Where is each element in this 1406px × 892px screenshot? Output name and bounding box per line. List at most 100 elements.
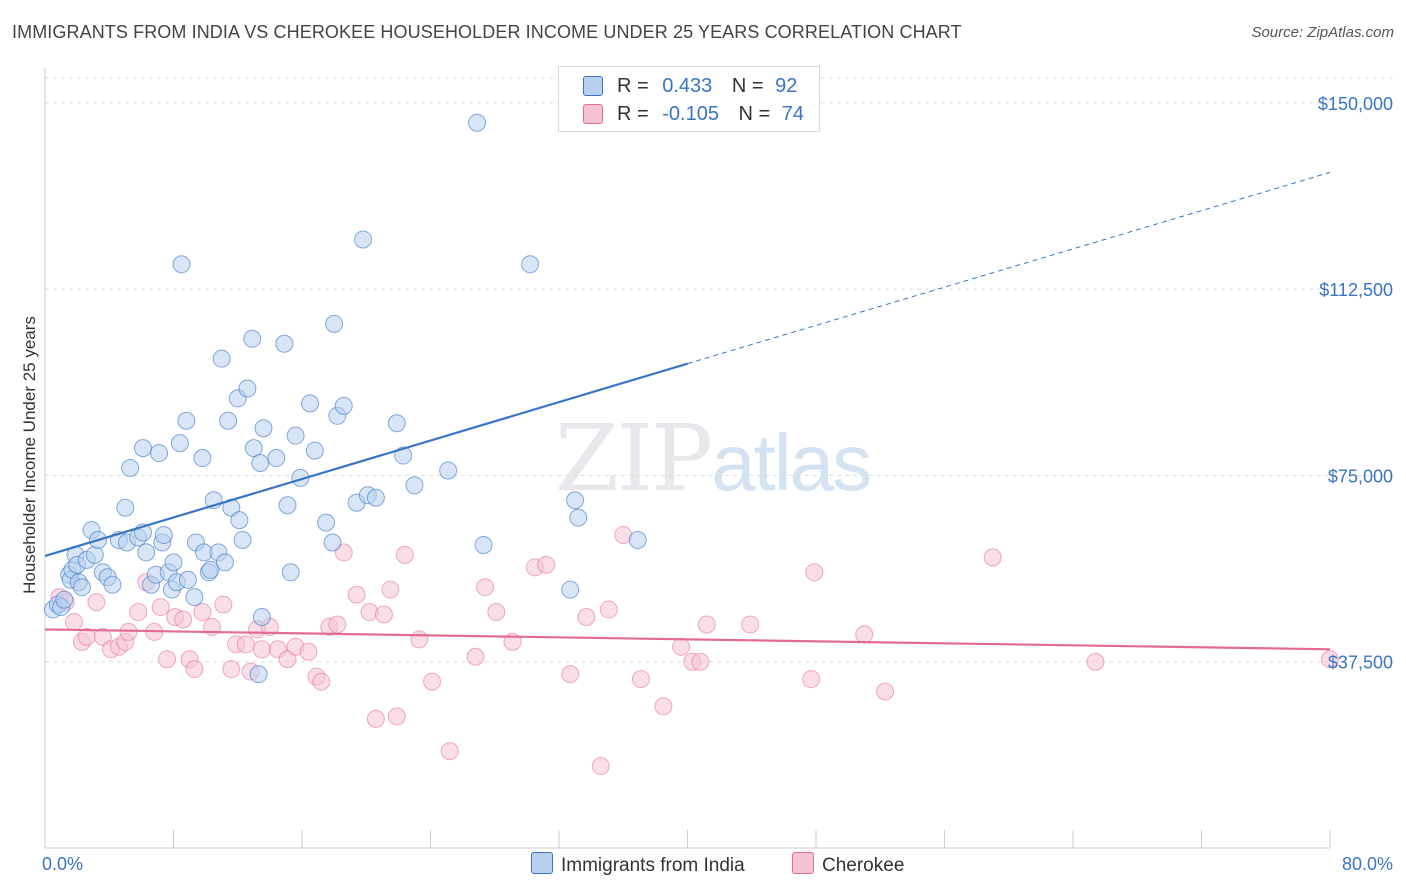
india-point — [85, 545, 104, 564]
source-label: Source: ZipAtlas.com — [1251, 24, 1394, 41]
cherokee-point — [561, 665, 580, 684]
x-tick-labels: 0.0% 80.0% — [42, 854, 1393, 874]
india-point — [133, 439, 152, 458]
cherokee-point — [440, 742, 459, 761]
cherokee-point — [691, 652, 710, 671]
india-point — [230, 511, 249, 530]
cherokee-points — [50, 526, 1339, 776]
india-point — [185, 588, 204, 607]
india-point — [254, 419, 273, 438]
bottom-legend-cherokee-label: Cherokee — [822, 855, 905, 876]
y-tick-labels: $37,500 $75,000 $112,500 $150,000 — [1318, 94, 1393, 673]
axes — [44, 68, 1331, 849]
legend-r-value: 0.433 — [662, 75, 713, 97]
cherokee-point — [158, 650, 177, 669]
india-point — [193, 449, 212, 468]
india-point — [103, 575, 122, 594]
india-point — [394, 446, 413, 465]
x-tick-label-end: 80.0% — [1342, 854, 1393, 874]
y-tick-label: $75,000 — [1328, 466, 1393, 486]
cherokee-point — [466, 647, 485, 666]
cherokee-point — [476, 578, 495, 597]
legend-swatch-cherokee — [583, 104, 603, 124]
india-trend-line — [44, 362, 688, 557]
cherokee-point — [252, 640, 271, 659]
cherokee-point — [193, 603, 212, 622]
india-point — [317, 513, 336, 532]
india-point — [325, 314, 344, 333]
y-tick-label: $112,500 — [1319, 280, 1393, 300]
india-point — [305, 441, 324, 460]
india-point — [170, 434, 189, 453]
cherokee-point — [855, 625, 874, 644]
india-point — [628, 531, 647, 549]
india-point — [521, 255, 540, 274]
cherokee-point — [387, 707, 406, 726]
y-tick-label: $150,000 — [1318, 94, 1393, 114]
legend-swatch-india — [583, 76, 603, 96]
india-point — [281, 563, 300, 582]
india-point — [233, 531, 252, 549]
india-point — [238, 379, 257, 398]
cherokee-point — [222, 660, 241, 679]
india-point — [334, 396, 353, 415]
india-point — [468, 113, 487, 132]
india-point — [474, 535, 493, 554]
cherokee-point — [214, 595, 233, 614]
legend-r-label: R = — [617, 103, 649, 125]
cherokee-point — [410, 630, 429, 649]
cherokee-point — [312, 672, 331, 691]
india-point — [212, 349, 231, 368]
india-point — [387, 414, 406, 433]
bottom-swatch-india — [531, 852, 553, 874]
cherokee-point — [577, 608, 596, 626]
india-point — [405, 476, 424, 495]
y-tick-label: $37,500 — [1328, 653, 1393, 673]
india-point — [251, 454, 270, 472]
cherokee-point — [487, 603, 506, 622]
cherokee-point — [299, 642, 318, 661]
india-point — [150, 444, 169, 463]
cherokee-point — [697, 615, 716, 634]
legend-n-value: 92 — [775, 75, 798, 97]
cherokee-point — [983, 548, 1002, 567]
correlation-legend: R = 0.433 N = 92 R = -0.105 N = 74 — [558, 66, 820, 132]
india-point — [301, 394, 320, 413]
cherokee-point — [423, 672, 442, 691]
india-point — [286, 426, 305, 445]
india-point — [215, 553, 234, 572]
cherokee-point — [741, 615, 760, 634]
cherokee-point — [129, 603, 148, 622]
cherokee-point — [328, 615, 347, 634]
india-point — [164, 553, 183, 572]
bottom-legend-cherokee: Cherokee — [792, 852, 904, 877]
india-point — [219, 411, 238, 430]
cherokee-point — [347, 585, 366, 604]
india-point — [249, 665, 268, 684]
cherokee-point — [591, 757, 610, 776]
india-point — [566, 491, 585, 510]
india-point — [178, 570, 197, 589]
india-point — [121, 458, 140, 477]
watermark-atlas: atlas — [711, 418, 872, 507]
cherokee-point — [654, 697, 673, 716]
india-point — [55, 590, 74, 609]
india-point — [116, 498, 135, 517]
india-trend-extension — [687, 171, 1331, 365]
india-point — [323, 533, 342, 552]
cherokee-point — [174, 610, 193, 629]
india-point — [201, 560, 220, 579]
india-point — [275, 334, 294, 353]
cherokee-point — [366, 709, 385, 728]
india-point — [267, 449, 286, 468]
legend-n-value: 74 — [781, 103, 805, 125]
cherokee-point — [1321, 650, 1339, 669]
cherokee-point — [185, 660, 204, 679]
cherokee-point — [631, 670, 650, 689]
cherokee-point — [395, 545, 414, 564]
x-tick-label-start: 0.0% — [42, 854, 83, 874]
bottom-swatch-cherokee — [792, 852, 814, 874]
cherokee-point — [381, 580, 400, 599]
cherokee-point — [334, 543, 353, 562]
bottom-legend-india-label: Immigrants from India — [561, 855, 745, 876]
